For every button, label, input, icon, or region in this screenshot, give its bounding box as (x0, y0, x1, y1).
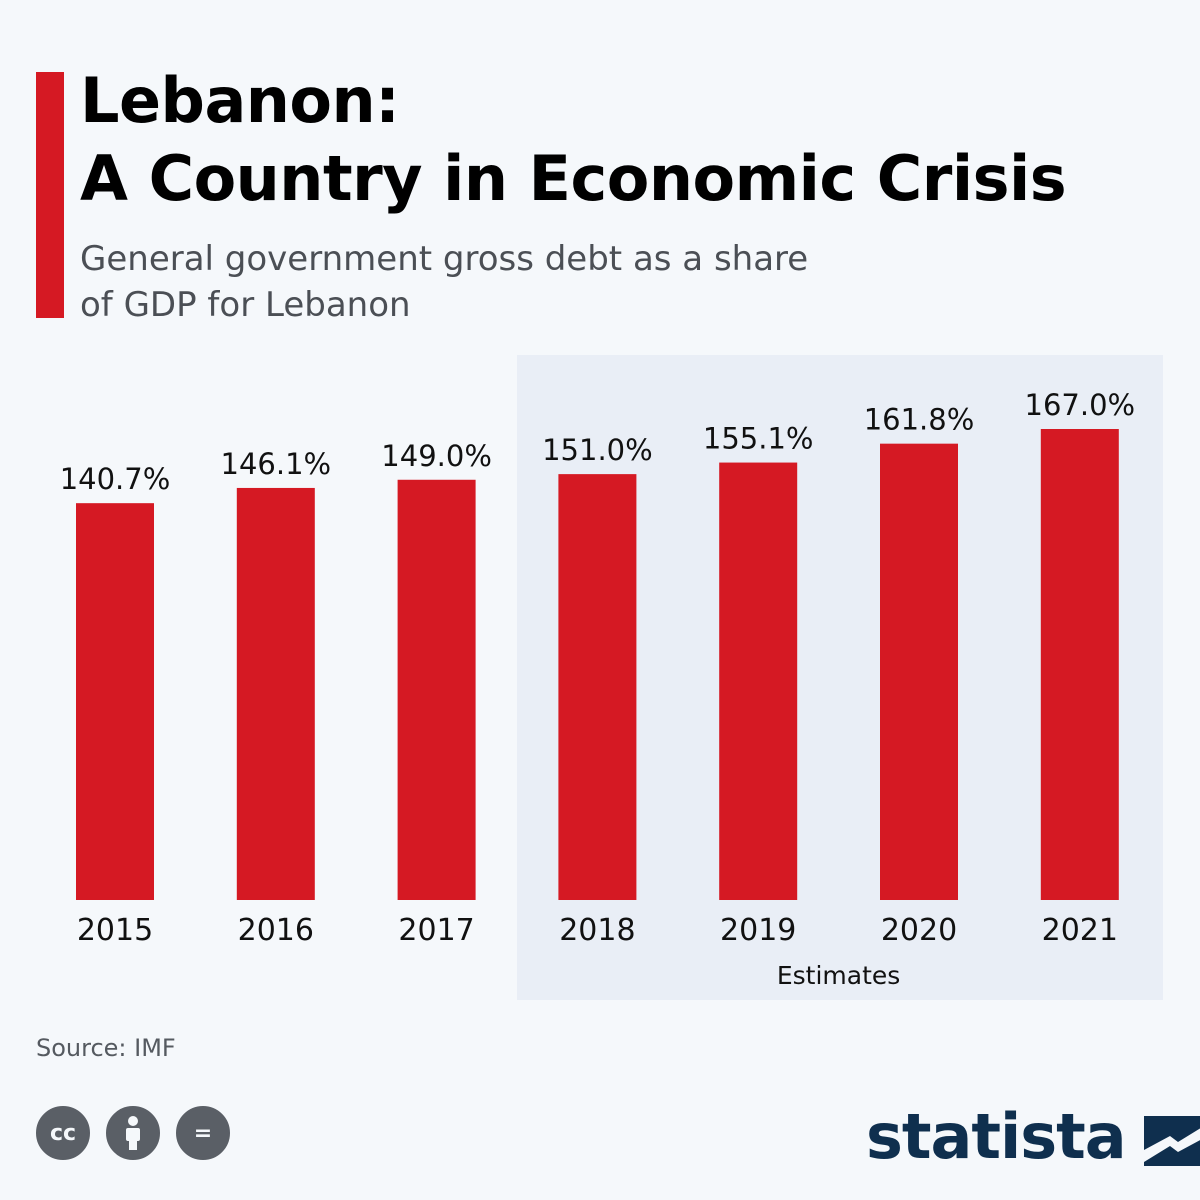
chart-subtitle: General government gross debt as a share… (80, 236, 900, 328)
bar-2021 (1040, 429, 1119, 900)
x-tick-label-2019: 2019 (720, 913, 796, 948)
title-accent-bar (36, 72, 64, 318)
estimates-label: Estimates (777, 961, 900, 990)
attribution-icon[interactable] (106, 1106, 160, 1160)
data-label-2020: 161.8% (864, 403, 975, 437)
statista-logo-icon (1143, 1106, 1200, 1166)
bar-2015 (76, 503, 154, 900)
data-label-2017: 149.0% (381, 439, 492, 473)
no-derivatives-icon[interactable]: = (176, 1106, 230, 1160)
title-line-1: Lebanon: (80, 64, 400, 137)
statista-logo[interactable]: statista (866, 1096, 1200, 1176)
bar-2017 (397, 479, 476, 900)
subtitle-line-1: General government gross debt as a share (80, 239, 809, 279)
data-label-2021: 167.0% (1025, 388, 1136, 422)
bar-2016 (236, 487, 315, 900)
source-note: Source: IMF (36, 1034, 176, 1062)
x-tick-label-2017: 2017 (398, 913, 474, 948)
bar-2018 (558, 474, 637, 900)
page-title: Lebanon: A Country in Economic Crisis (80, 62, 1170, 218)
x-tick-label-2021: 2021 (1042, 913, 1118, 948)
x-tick-label-2018: 2018 (559, 913, 635, 948)
data-label-2018: 151.0% (542, 433, 653, 467)
title-line-2: A Country in Economic Crisis (80, 142, 1067, 215)
x-tick-label-2020: 2020 (881, 913, 957, 948)
subtitle-line-2: of GDP for Lebanon (80, 285, 411, 325)
cc-icon[interactable]: cc (36, 1106, 90, 1160)
data-label-2019: 155.1% (703, 422, 814, 456)
logo-text: statista (866, 1099, 1127, 1173)
license-icons: cc = (36, 1106, 230, 1160)
data-label-2016: 146.1% (221, 447, 332, 481)
x-tick-label-2016: 2016 (238, 913, 314, 948)
bar-2020 (880, 443, 958, 900)
x-tick-label-2015: 2015 (77, 913, 153, 948)
bar-2019 (719, 462, 798, 900)
data-label-2015: 140.7% (60, 462, 171, 496)
